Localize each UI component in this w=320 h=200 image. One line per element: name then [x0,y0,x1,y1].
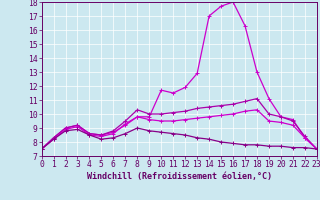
X-axis label: Windchill (Refroidissement éolien,°C): Windchill (Refroidissement éolien,°C) [87,172,272,181]
